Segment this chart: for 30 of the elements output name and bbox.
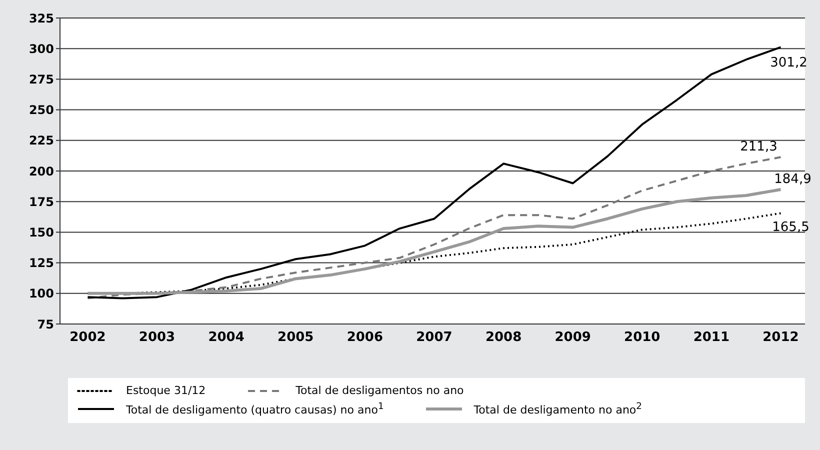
y-tick-label: 100	[28, 286, 54, 301]
data-label: 184,9	[774, 172, 812, 188]
x-tick-label: 2010	[624, 330, 660, 346]
x-tick-label: 2005	[278, 330, 314, 346]
y-tick-label: 225	[28, 134, 54, 148]
legend-label: Total de desligamento no ano$^{2}$	[474, 401, 642, 417]
x-tick-label: 2011	[693, 330, 730, 346]
y-tick-label: 175	[28, 194, 54, 209]
legend-label: Estoque 31/12	[126, 384, 206, 397]
y-tick-label: 125	[28, 256, 54, 270]
legend-label: Total de desligamentos no ano	[296, 384, 464, 397]
data-label: 301,2	[770, 56, 808, 71]
x-tick-label: 2008	[485, 330, 522, 346]
y-tick-label: 200	[28, 164, 54, 178]
x-tick-label: 2006	[346, 330, 384, 346]
y-tick-label: 250	[28, 103, 54, 118]
legend-label: Total de desligamento (quatro causas) no ano$^{1}$	[126, 401, 384, 417]
data-label: 211,3	[740, 140, 778, 155]
x-tick-label: 2007	[416, 330, 452, 346]
y-tick-label: 275	[28, 72, 54, 86]
y-tick-label: 300	[28, 42, 54, 56]
x-tick-label: 2004	[208, 330, 244, 346]
y-tick-label: 75	[37, 317, 54, 332]
x-tick-label: 2012	[762, 330, 799, 346]
x-tick-label: 2003	[138, 330, 176, 346]
x-tick-label: 2002	[70, 330, 106, 346]
x-tick-label: 2009	[554, 330, 591, 346]
y-tick-label: 325	[28, 11, 54, 26]
y-tick-label: 150	[28, 225, 54, 240]
data-label: 165,5	[772, 220, 810, 235]
